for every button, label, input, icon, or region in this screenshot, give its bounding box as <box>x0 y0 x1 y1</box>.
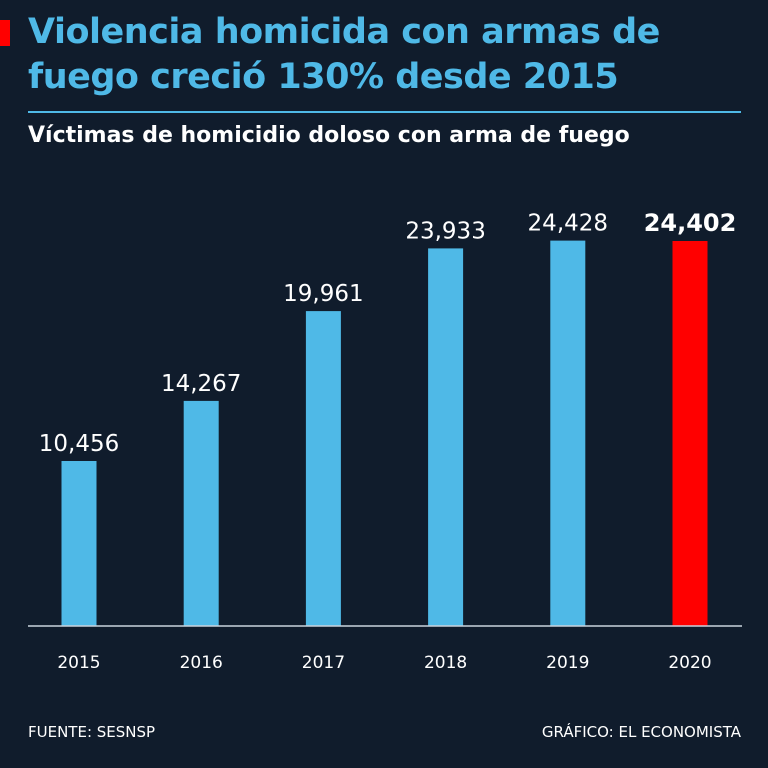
bar-2015 <box>61 461 97 626</box>
bar-2020 <box>672 241 708 626</box>
category-label-2015: 2015 <box>57 653 100 673</box>
category-label-2017: 2017 <box>302 653 345 673</box>
category-label-2018: 2018 <box>424 653 467 673</box>
accent-marker <box>0 20 10 46</box>
bar-2019 <box>550 240 586 626</box>
category-label-2020: 2020 <box>668 653 711 673</box>
bar-2016 <box>183 400 219 626</box>
bar-2018 <box>428 248 464 626</box>
category-label-2016: 2016 <box>180 653 223 673</box>
value-label-2017: 19,961 <box>283 281 363 307</box>
credit-note: GRÁFICO: EL ECONOMISTA <box>541 723 741 741</box>
value-label-2019: 24,428 <box>528 211 608 237</box>
title-divider <box>28 111 741 113</box>
chart-title: Violencia homicida con armas de fuego cr… <box>28 12 660 97</box>
bar-2017 <box>305 311 341 626</box>
value-label-2020: 24,402 <box>644 209 737 237</box>
chart-subtitle: Víctimas de homicidio doloso con arma de… <box>28 123 630 148</box>
value-label-2016: 14,267 <box>161 371 241 397</box>
value-label-2018: 23,933 <box>405 218 485 244</box>
source-note: FUENTE: SESNSP <box>28 723 156 741</box>
bar-chart: 10,456 2015 14,267 2016 19,961 2017 23,933 2018… <box>28 209 742 673</box>
category-label-2019: 2019 <box>546 653 589 673</box>
value-label-2015: 10,456 <box>39 431 119 457</box>
